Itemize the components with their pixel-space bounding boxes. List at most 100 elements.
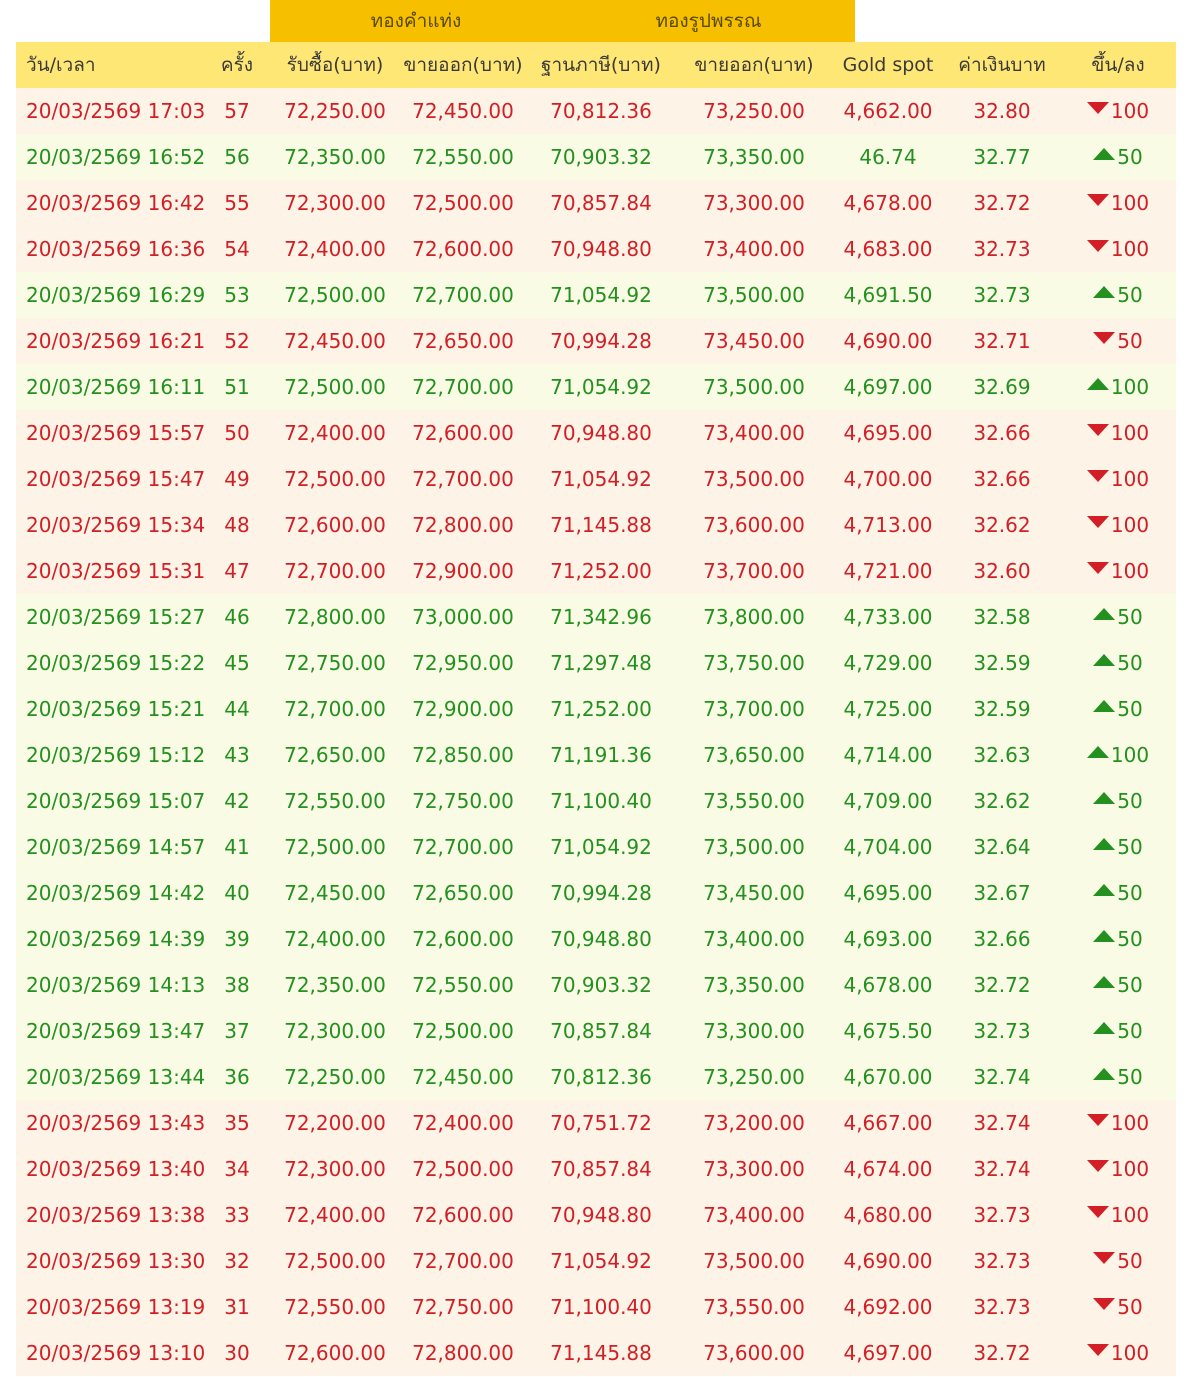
change-value: 100 (1110, 421, 1150, 445)
table-row: 20/03/2569 13:10 30 72,600.00 72,800.00 71,1… (16, 1330, 1176, 1376)
thb-rate-cell: 32.80 (944, 88, 1060, 134)
change-cell: 100 (1060, 364, 1176, 410)
arrow-down-icon (1086, 562, 1109, 574)
arrow-down-icon (1086, 1344, 1109, 1356)
round-cell: 34 (204, 1146, 270, 1192)
arrow-down-icon (1093, 1298, 1116, 1310)
col-header-thb-rate: ค่าเงินบาท (944, 42, 1060, 88)
col-header-bar-buy: รับซื้อ(บาท) (270, 42, 400, 88)
change-cell: 100 (1060, 1192, 1176, 1238)
change-value: 100 (1110, 467, 1150, 491)
bar-buy-cell: 72,600.00 (270, 502, 400, 548)
datetime-cell: 20/03/2569 15:07 (16, 778, 205, 824)
round-cell: 56 (204, 134, 270, 180)
change-value: 100 (1110, 191, 1150, 215)
arrow-up-icon (1086, 746, 1109, 758)
arrow-up-icon (1093, 838, 1116, 850)
arrow-up-icon (1093, 654, 1116, 666)
ornament-sell-cell: 73,400.00 (676, 226, 832, 272)
table-row: 20/03/2569 16:21 52 72,450.00 72,650.00 70,9… (16, 318, 1176, 364)
datetime-cell: 20/03/2569 15:31 (16, 548, 205, 594)
thb-rate-cell: 32.73 (944, 1008, 1060, 1054)
ornament-tax-base-cell: 70,857.84 (526, 180, 676, 226)
change-cell: 100 (1060, 1330, 1176, 1376)
round-cell: 37 (204, 1008, 270, 1054)
change-value: 50 (1117, 651, 1143, 675)
table-row: 20/03/2569 13:44 36 72,250.00 72,450.00 70,8… (16, 1054, 1176, 1100)
table-row: 20/03/2569 13:43 35 72,200.00 72,400.00 70,7… (16, 1100, 1176, 1146)
bar-sell-cell: 72,500.00 (400, 1146, 526, 1192)
datetime-cell: 20/03/2569 13:47 (16, 1008, 205, 1054)
round-cell: 50 (204, 410, 270, 456)
round-cell: 31 (204, 1284, 270, 1330)
bar-sell-cell: 72,500.00 (400, 180, 526, 226)
arrow-down-icon (1086, 424, 1109, 436)
table-row: 20/03/2569 15:31 47 72,700.00 72,900.00 71,2… (16, 548, 1176, 594)
round-cell: 46 (204, 594, 270, 640)
table-row: 20/03/2569 15:21 44 72,700.00 72,900.00 71,2… (16, 686, 1176, 732)
ornament-sell-cell: 73,350.00 (676, 134, 832, 180)
arrow-up-icon (1093, 976, 1116, 988)
change-value: 50 (1117, 835, 1143, 859)
round-cell: 42 (204, 778, 270, 824)
bar-buy-cell: 72,200.00 (270, 1100, 400, 1146)
thb-rate-cell: 32.77 (944, 134, 1060, 180)
change-value: 50 (1117, 697, 1143, 721)
round-cell: 30 (204, 1330, 270, 1376)
bar-buy-cell: 72,700.00 (270, 548, 400, 594)
table-row: 20/03/2569 15:12 43 72,650.00 72,850.00 71,1… (16, 732, 1176, 778)
gold-spot-cell: 4,700.00 (832, 456, 944, 502)
gold-spot-cell: 4,667.00 (832, 1100, 944, 1146)
change-cell: 100 (1060, 502, 1176, 548)
bar-buy-cell: 72,650.00 (270, 732, 400, 778)
table-row: 20/03/2569 13:38 33 72,400.00 72,600.00 70,9… (16, 1192, 1176, 1238)
gold-spot-cell: 4,662.00 (832, 88, 944, 134)
arrow-down-icon (1086, 102, 1109, 114)
change-cell: 100 (1060, 88, 1176, 134)
datetime-cell: 20/03/2569 13:40 (16, 1146, 205, 1192)
bar-sell-cell: 72,950.00 (400, 640, 526, 686)
bar-buy-cell: 72,550.00 (270, 1284, 400, 1330)
round-cell: 36 (204, 1054, 270, 1100)
datetime-cell: 20/03/2569 16:52 (16, 134, 205, 180)
round-cell: 47 (204, 548, 270, 594)
arrow-up-icon (1093, 608, 1116, 620)
thb-rate-cell: 32.59 (944, 640, 1060, 686)
datetime-cell: 20/03/2569 16:11 (16, 364, 205, 410)
ornament-tax-base-cell: 71,252.00 (526, 548, 676, 594)
datetime-cell: 20/03/2569 16:21 (16, 318, 205, 364)
table-row: 20/03/2569 16:42 55 72,300.00 72,500.00 70,8… (16, 180, 1176, 226)
change-value: 50 (1117, 283, 1143, 307)
gold-spot-cell: 4,709.00 (832, 778, 944, 824)
change-cell: 50 (1060, 1054, 1176, 1100)
table-row: 20/03/2569 15:22 45 72,750.00 72,950.00 71,2… (16, 640, 1176, 686)
bar-sell-cell: 72,550.00 (400, 134, 526, 180)
datetime-cell: 20/03/2569 16:36 (16, 226, 205, 272)
thb-rate-cell: 32.58 (944, 594, 1060, 640)
arrow-up-icon (1093, 1068, 1116, 1080)
bar-sell-cell: 72,900.00 (400, 686, 526, 732)
bar-buy-cell: 72,300.00 (270, 1146, 400, 1192)
round-cell: 55 (204, 180, 270, 226)
table-row: 20/03/2569 16:52 56 72,350.00 72,550.00 70,9… (16, 134, 1176, 180)
change-value: 100 (1110, 99, 1150, 123)
ornament-tax-base-cell: 71,100.40 (526, 1284, 676, 1330)
thb-rate-cell: 32.72 (944, 962, 1060, 1008)
datetime-cell: 20/03/2569 15:22 (16, 640, 205, 686)
change-cell: 100 (1060, 548, 1176, 594)
change-value: 100 (1110, 743, 1150, 767)
bar-sell-cell: 72,450.00 (400, 88, 526, 134)
table-row: 20/03/2569 13:19 31 72,550.00 72,750.00 71,1… (16, 1284, 1176, 1330)
change-value: 100 (1110, 1341, 1150, 1365)
col-header-round: ครั้ง (204, 42, 270, 88)
change-cell: 100 (1060, 226, 1176, 272)
bar-buy-cell: 72,500.00 (270, 824, 400, 870)
datetime-cell: 20/03/2569 14:57 (16, 824, 205, 870)
change-cell: 100 (1060, 1146, 1176, 1192)
thb-rate-cell: 32.74 (944, 1146, 1060, 1192)
arrow-down-icon (1086, 194, 1109, 206)
arrow-up-icon (1093, 930, 1116, 942)
ornament-sell-cell: 73,200.00 (676, 1100, 832, 1146)
bar-buy-cell: 72,250.00 (270, 1054, 400, 1100)
bar-sell-cell: 72,650.00 (400, 318, 526, 364)
